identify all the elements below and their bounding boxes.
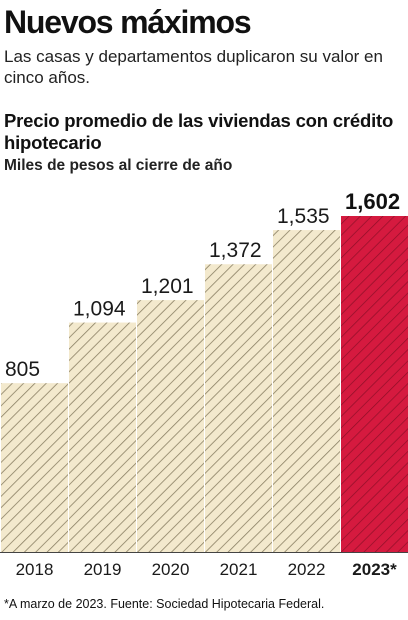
tick-label-2023: 2023* [352, 560, 397, 579]
bar-2019 [69, 322, 136, 552]
headline: Nuevos máximos [4, 4, 252, 40]
deck-text: Las casas y departamentos duplicaron su … [4, 47, 383, 87]
bar-2021 [205, 264, 272, 552]
value-label-2022: 1,535 [277, 205, 330, 228]
tick-label-2020: 2020 [152, 560, 190, 579]
bar-2022 [273, 230, 340, 552]
value-label-2020: 1,201 [141, 275, 194, 298]
bar-2023 [341, 216, 408, 552]
tick-label-2019: 2019 [84, 560, 122, 579]
footnote: *A marzo de 2023. Fuente: Sociedad Hipot… [4, 597, 325, 611]
bar-2020 [137, 300, 204, 552]
tick-label-2022: 2022 [288, 560, 326, 579]
value-label-2019: 1,094 [73, 298, 126, 321]
chart-subtitle: Miles de pesos al cierre de año [4, 157, 233, 174]
value-label-2023: 1,602 [345, 189, 400, 214]
chart-title: Precio promedio de las viviendas con cré… [4, 110, 394, 153]
tick-label-2021: 2021 [220, 560, 258, 579]
value-label-2021: 1,372 [209, 239, 262, 262]
bars-group [1, 216, 408, 552]
value-labels-group: 805 1,094 1,201 1,372 1,535 1,602 [5, 189, 400, 381]
bar-chart: 805 1,094 1,201 1,372 1,535 1,602 2018 2019 202… [0, 189, 408, 579]
tick-label-2018: 2018 [16, 560, 54, 579]
tick-labels-group: 2018 2019 2020 2021 2022 2023* [16, 560, 398, 579]
bar-2018 [1, 383, 68, 552]
value-label-2018: 805 [5, 358, 40, 381]
